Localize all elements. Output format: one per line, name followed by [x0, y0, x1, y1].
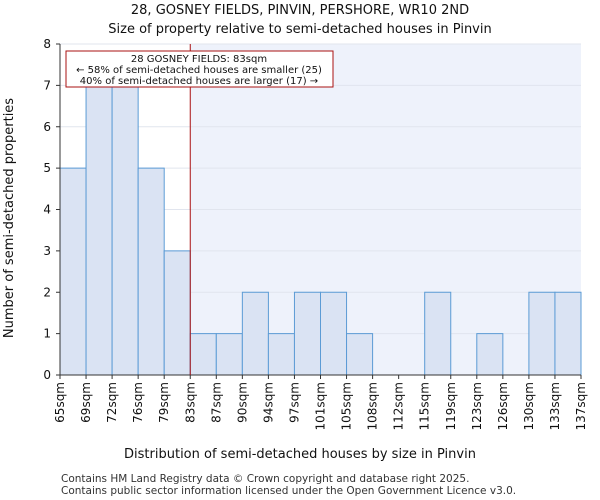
x-tick-label: 115sqm: [418, 382, 432, 430]
x-axis-label: Distribution of semi-detached houses by …: [124, 447, 476, 462]
x-tick-label: 69sqm: [79, 382, 93, 423]
x-tick-label: 65sqm: [53, 382, 67, 423]
x-tick-label: 130sqm: [522, 382, 536, 430]
x-tick-label: 119sqm: [444, 382, 458, 430]
y-tick-label: 7: [43, 78, 51, 92]
y-axis-label: Number of semi-detached properties: [2, 98, 17, 338]
bar: [59, 167, 87, 376]
annotation-line-1: 28 GOSNEY FIELDS: 83sqm: [131, 54, 267, 65]
x-tick-label: 133sqm: [548, 382, 562, 430]
chart-title: 28, GOSNEY FIELDS, PINVIN, PERSHORE, WR1…: [131, 3, 469, 18]
y-tick-label: 0: [43, 368, 51, 382]
bar: [346, 333, 374, 376]
bar: [554, 291, 582, 376]
x-tick-label: 123sqm: [470, 382, 484, 430]
y-tick-label: 2: [43, 285, 51, 299]
x-tick-label: 126sqm: [496, 382, 510, 430]
x-tick-label: 79sqm: [157, 382, 171, 423]
y-tick-label: 8: [43, 37, 51, 51]
footer-line-2: Contains public sector information licen…: [61, 485, 516, 497]
footer-line-1: Contains HM Land Registry data © Crown c…: [61, 473, 469, 485]
bar: [528, 291, 556, 376]
bar: [293, 291, 322, 376]
bar: [215, 333, 243, 376]
y-tick-label: 4: [43, 203, 51, 217]
x-tick-label: 105sqm: [340, 382, 354, 430]
x-tick-label: 90sqm: [235, 382, 249, 423]
bar: [163, 250, 191, 376]
bar: [267, 333, 295, 376]
y-tick-label: 3: [43, 244, 51, 258]
annotation-line-2: ← 58% of semi-detached houses are smalle…: [76, 65, 322, 76]
bar: [189, 333, 217, 376]
x-tick-label: 97sqm: [287, 382, 301, 423]
bar: [137, 167, 165, 376]
bar: [241, 291, 269, 376]
x-tick-label: 94sqm: [261, 382, 275, 423]
x-tick-label: 87sqm: [209, 382, 223, 423]
x-tick-label: 83sqm: [183, 382, 197, 423]
bar: [320, 291, 348, 376]
annotation-box: [65, 50, 334, 88]
chart-subtitle: Size of property relative to semi-detach…: [108, 22, 491, 37]
bar: [476, 333, 504, 376]
bar: [111, 84, 139, 376]
bar: [85, 84, 113, 376]
x-tick-label: 108sqm: [366, 382, 380, 430]
x-tick-label: 112sqm: [392, 382, 406, 430]
plot-area: 0 1 2 3 4 5 6 7 8 65sqm 69sqm 72sqm 76sqm 79sqm 83sqm 8…: [43, 37, 588, 430]
x-tick-label: 76sqm: [131, 382, 145, 423]
y-tick-label: 6: [43, 120, 51, 134]
x-tick-label: 137sqm: [574, 382, 588, 430]
x-tick-label: 101sqm: [314, 382, 328, 430]
y-tick-label: 5: [43, 161, 51, 175]
x-tick-label: 72sqm: [105, 382, 119, 423]
y-tick-label: 1: [43, 327, 51, 341]
bar: [424, 291, 452, 376]
annotation-line-3: 40% of semi-detached houses are larger (…: [80, 76, 318, 87]
